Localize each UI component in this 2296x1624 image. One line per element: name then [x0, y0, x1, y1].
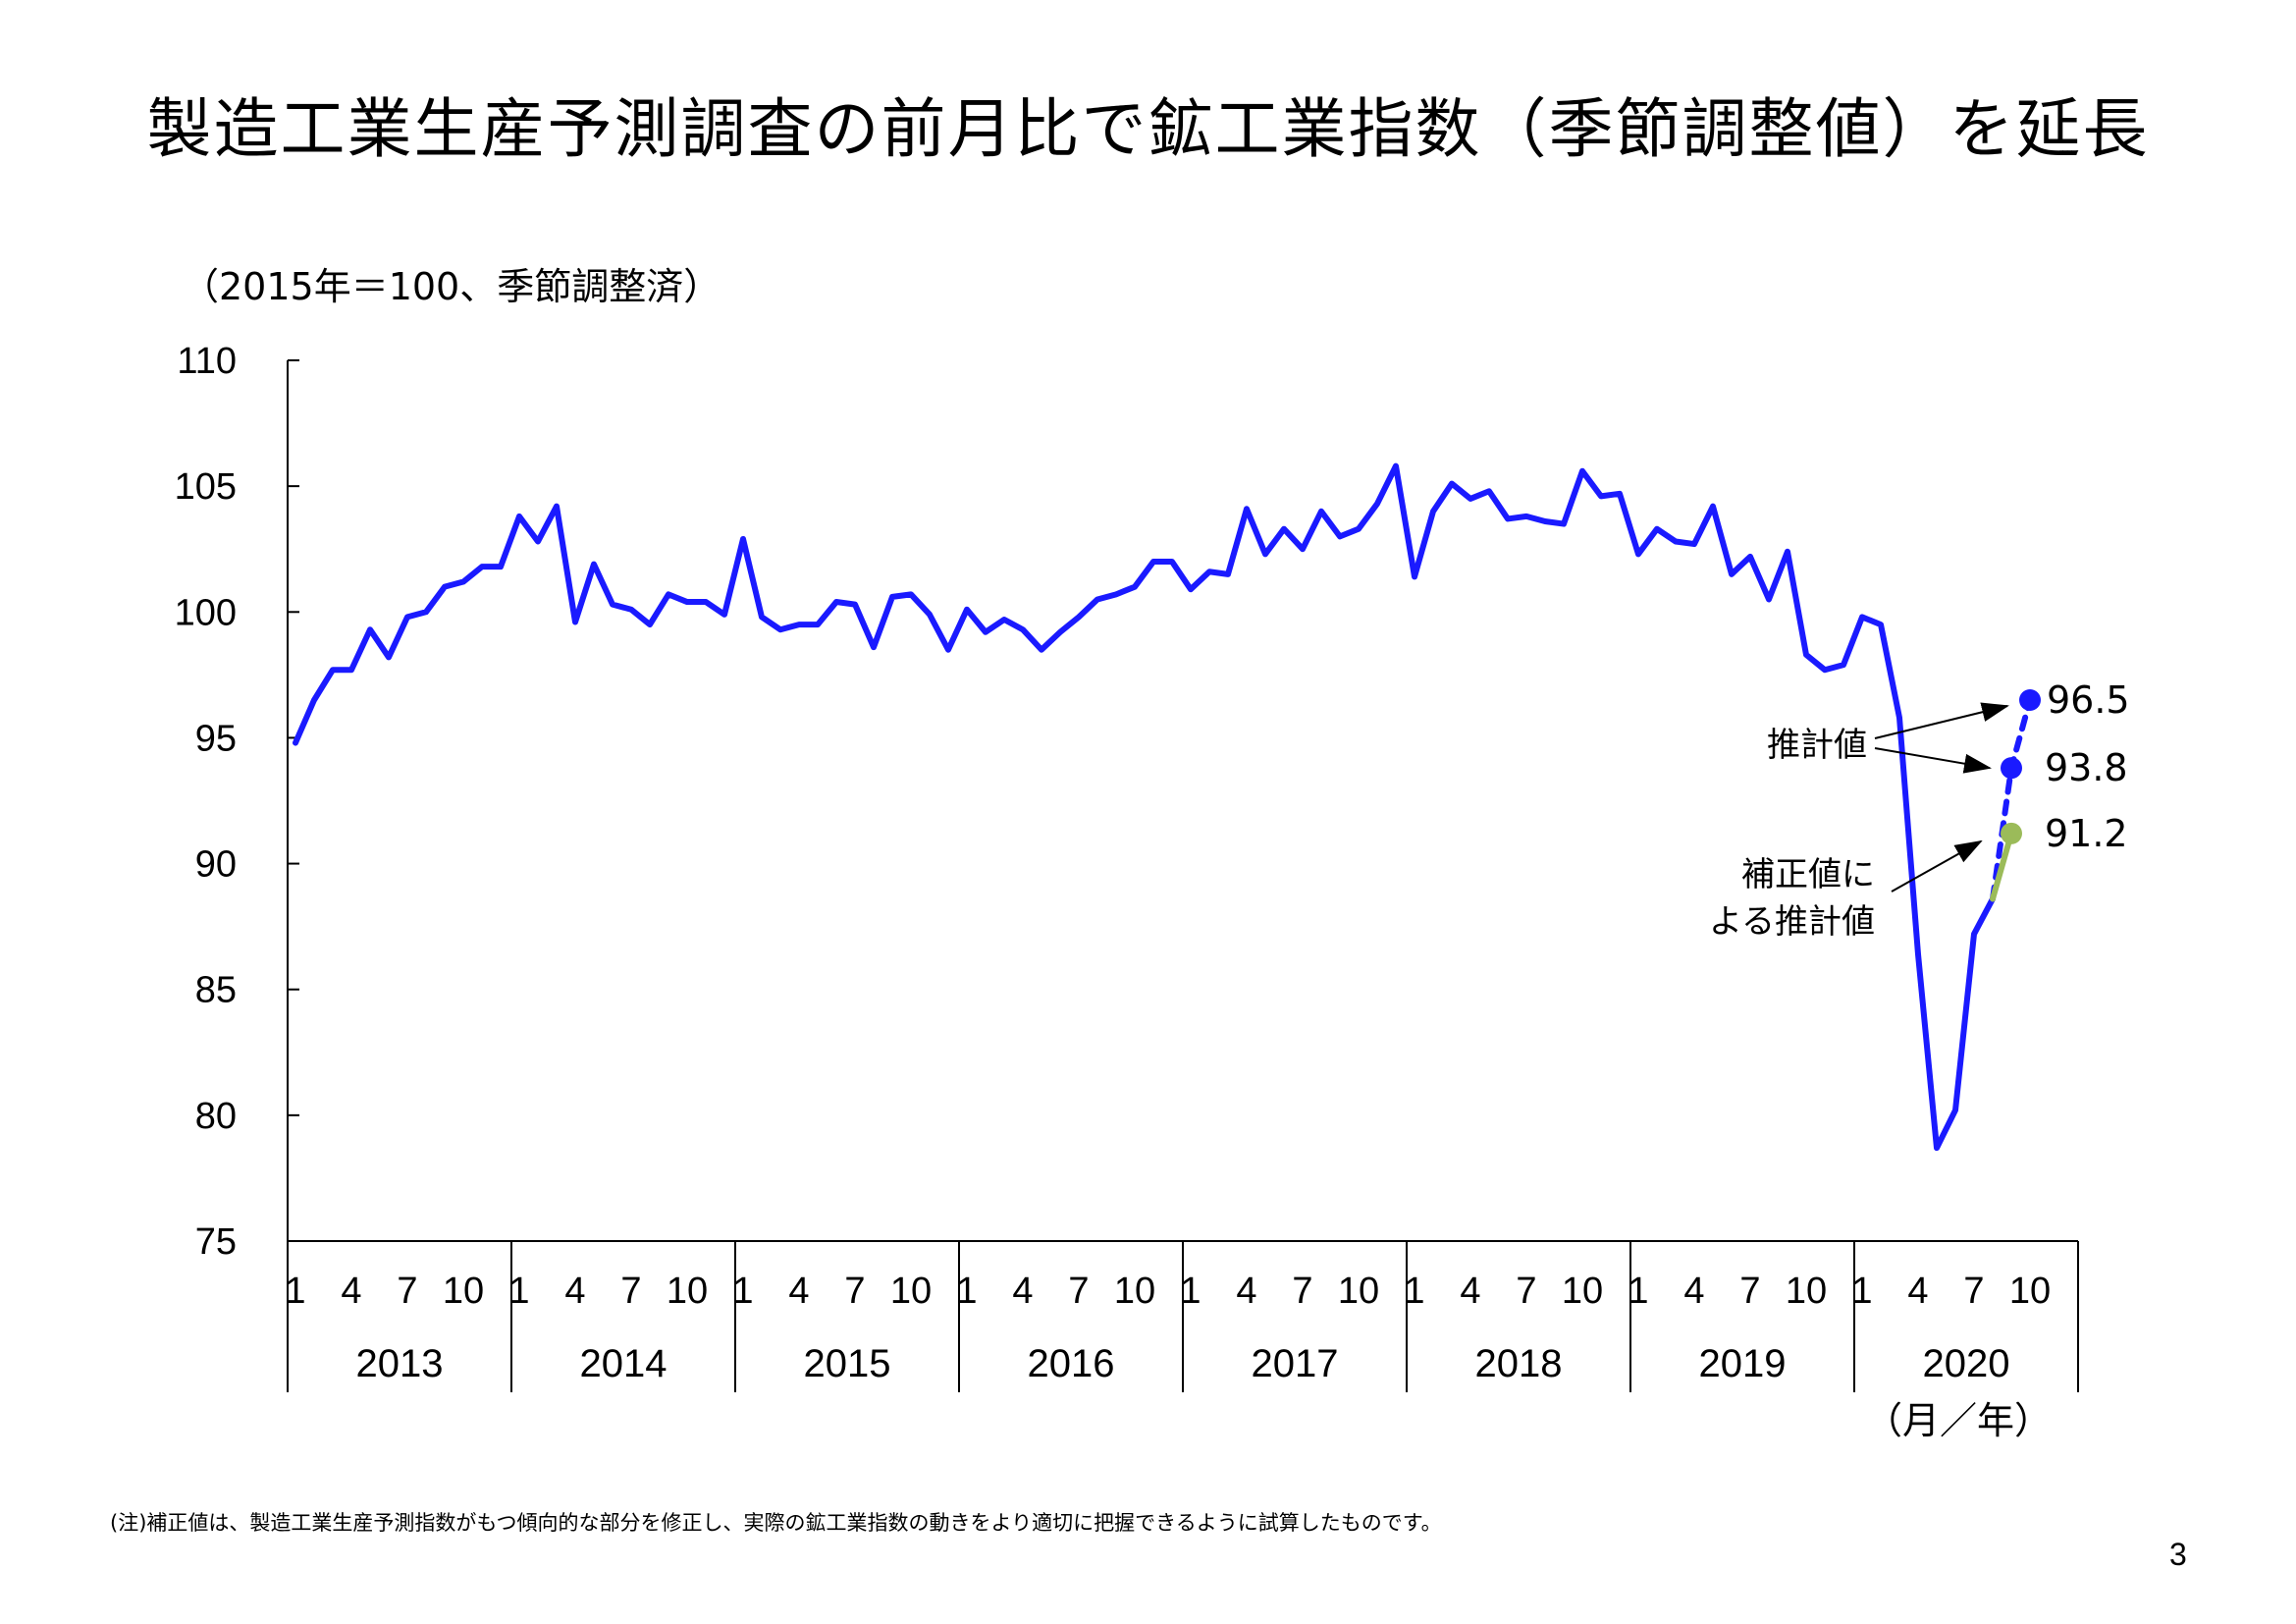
year-label: 2020	[1923, 1342, 2010, 1385]
y-tick-label: 95	[195, 718, 237, 759]
annotation-arrow	[1891, 839, 1983, 893]
y-axis: 75 80 85 90 95 100 105 110	[175, 341, 299, 1263]
year-label: 2015	[804, 1342, 891, 1385]
month-tick-label: 7	[1292, 1271, 1312, 1312]
y-tick-label: 105	[175, 466, 237, 508]
month-tick-label: 7	[844, 1271, 865, 1312]
month-tick-label: 1	[1628, 1271, 1648, 1312]
month-tick-label: 10	[1786, 1271, 1827, 1312]
month-tick-label: 7	[1068, 1271, 1089, 1312]
month-tick-label: 1	[732, 1271, 753, 1312]
year-label: 2016	[1028, 1342, 1115, 1385]
series-layer	[293, 462, 2041, 1152]
month-tick-label: 10	[443, 1271, 484, 1312]
month-tick-label: 1	[508, 1271, 529, 1312]
annotation-forecast: 推計値	[1767, 726, 1867, 765]
unit-label: （2015年＝100、季節調整済）	[182, 265, 721, 308]
y-tick-label: 100	[175, 592, 237, 633]
month-tick-label: 10	[890, 1271, 932, 1312]
month-tick-label: 7	[1963, 1271, 1984, 1312]
month-tick-label: 7	[620, 1271, 641, 1312]
month-tick-label: 10	[667, 1271, 708, 1312]
month-tick-label: 7	[397, 1271, 417, 1312]
page-number: 3	[2169, 1537, 2187, 1572]
month-tick-label: 10	[1338, 1271, 1379, 1312]
year-label: 2014	[580, 1342, 667, 1385]
annotation-corrected: よる推計値	[1709, 902, 1875, 942]
month-tick-label: 4	[564, 1271, 585, 1312]
month-tick-label: 4	[1460, 1271, 1480, 1312]
x-axis-unit-label: （月／年）	[1865, 1399, 2052, 1442]
year-label: 2019	[1699, 1342, 1787, 1385]
year-label: 2017	[1252, 1342, 1339, 1385]
series-line-actual	[293, 462, 1996, 1152]
month-tick-label: 10	[1562, 1271, 1603, 1312]
year-label: 2018	[1475, 1342, 1563, 1385]
footnote: (注)補正値は、製造工業生産予測指数がもつ傾向的な部分を修正し、実際の鉱工業指数…	[110, 1511, 1442, 1535]
month-tick-label: 7	[1739, 1271, 1760, 1312]
data-label: 93.8	[2045, 746, 2128, 789]
month-tick-label: 7	[1516, 1271, 1536, 1312]
data-label: 96.5	[2047, 678, 2130, 722]
y-tick-label: 110	[177, 341, 237, 382]
month-tick-label: 4	[341, 1271, 361, 1312]
month-tick-label: 4	[1683, 1271, 1704, 1312]
data-point	[2019, 688, 2041, 711]
month-tick-label: 4	[1907, 1271, 1928, 1312]
month-tick-label: 4	[1012, 1271, 1033, 1312]
y-tick-label: 90	[195, 844, 237, 886]
month-tick-label: 10	[2009, 1271, 2051, 1312]
page-title: 製造工業生産予測調査の前月比で鉱工業指数（季節調整値）を延長	[146, 91, 2150, 167]
month-tick-label: 1	[1404, 1271, 1424, 1312]
month-tick-label: 10	[1114, 1271, 1155, 1312]
y-tick-label: 75	[195, 1221, 237, 1263]
data-label: 91.2	[2045, 812, 2128, 855]
month-tick-label: 1	[1851, 1271, 1872, 1312]
data-point	[2001, 822, 2022, 844]
year-label: 2013	[356, 1342, 444, 1385]
month-tick-label: 4	[1236, 1271, 1256, 1312]
series-line-corrected	[1990, 830, 2014, 902]
y-tick-label: 85	[195, 970, 237, 1011]
annotation-corrected: 補正値に	[1741, 855, 1875, 894]
y-tick-label: 80	[195, 1096, 237, 1137]
month-tick-label: 4	[788, 1271, 809, 1312]
month-tick-label: 1	[956, 1271, 977, 1312]
annotation-arrow	[1874, 702, 2009, 739]
month-tick-label: 1	[1180, 1271, 1201, 1312]
data-point	[2001, 757, 2022, 780]
annotation-arrow	[1874, 747, 1992, 774]
month-tick-label: 1	[285, 1271, 305, 1312]
